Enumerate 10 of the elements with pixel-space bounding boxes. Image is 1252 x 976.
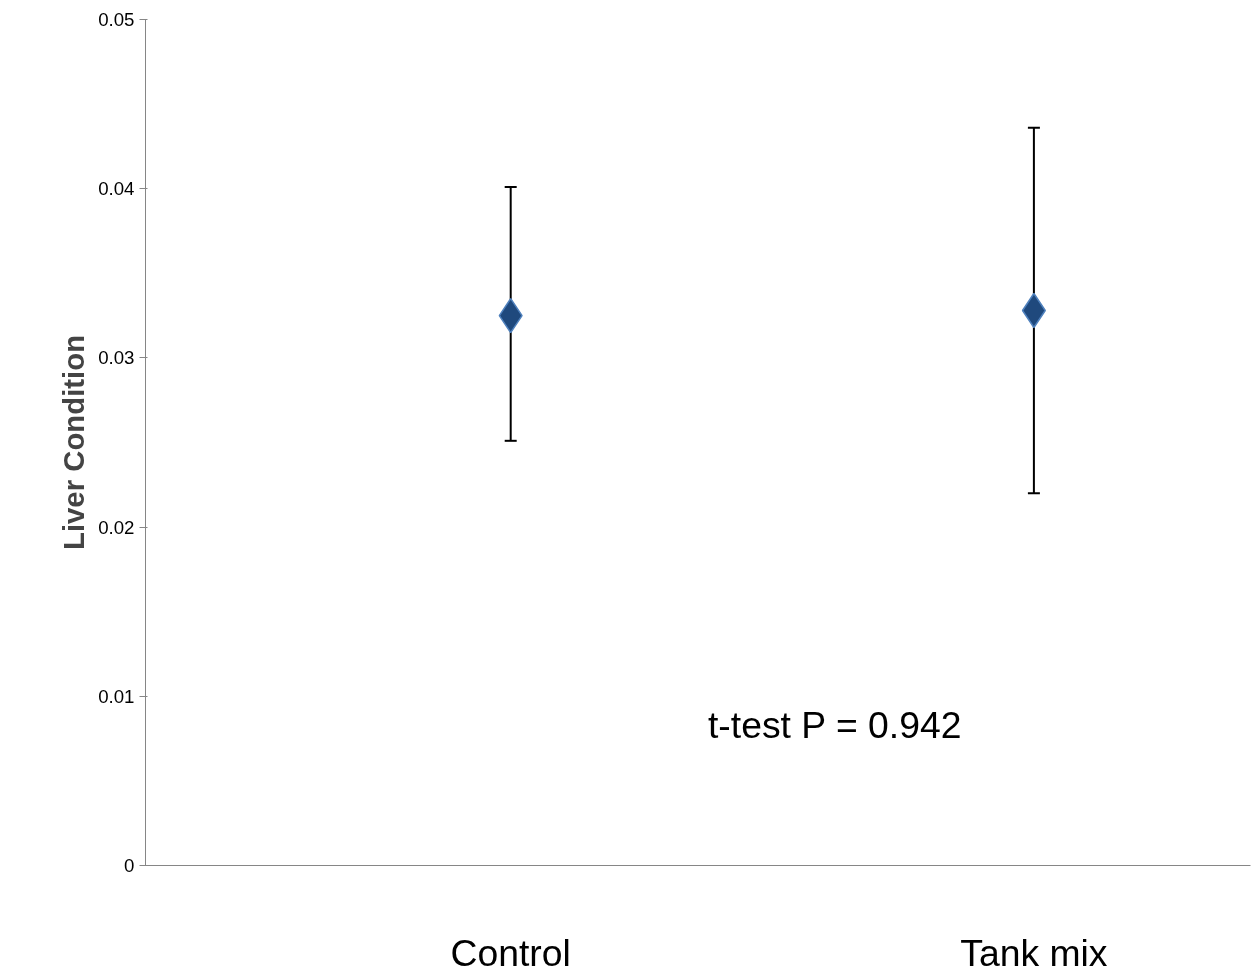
y-tick-label: 0.02 [98,516,135,538]
x-tick-label: Control [450,931,571,974]
y-tick-label: 0 [124,855,135,876]
y-tick-label: 0.01 [98,685,135,707]
x-tick-label: Tank mix [960,931,1108,974]
y-axis-title: Liver Condition [57,334,91,551]
y-tick-label: 0.03 [98,347,135,369]
y-tick-label: 0.05 [98,9,135,30]
y-tick-label: 0.04 [98,178,135,200]
annotation: t-test P = 0.942 [707,704,962,747]
